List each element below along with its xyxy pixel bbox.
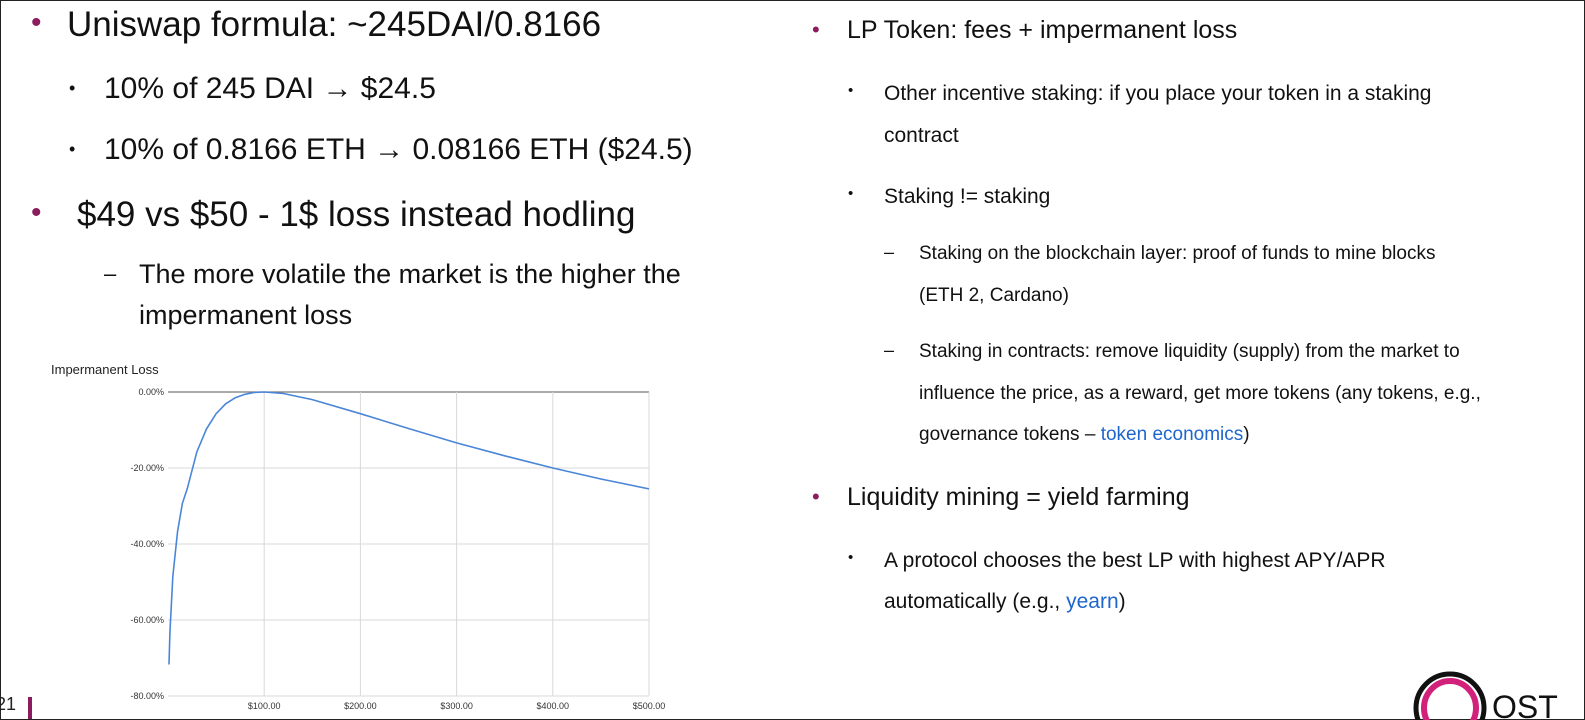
- impermanent-loss-line: [168, 391, 650, 665]
- bullet-icon: •: [812, 484, 820, 509]
- staking-blockchain-line1: Staking on the blockchain layer: proof o…: [919, 243, 1436, 264]
- bullet-liquidity-mining: Liquidity mining = yield farming: [847, 483, 1190, 511]
- bullet-lp-token: LP Token: fees + impermanent loss: [847, 16, 1238, 44]
- staking-contracts-line3: governance tokens – token economics): [919, 424, 1250, 446]
- x-tick-label: $300.00: [440, 701, 473, 711]
- bullet-loss: $49 vs $50 - 1$ loss instead hodling: [77, 195, 636, 234]
- staking-contracts-line3-text: governance tokens –: [919, 424, 1101, 445]
- x-tick-label: $500.00: [633, 701, 666, 711]
- y-tick-label: -40.00%: [130, 539, 164, 549]
- brand-logo: OST: [1413, 671, 1558, 720]
- x-tick-label: $100.00: [248, 701, 281, 711]
- y-tick-label: -20.00%: [130, 463, 164, 473]
- y-tick-label: -80.00%: [130, 691, 164, 701]
- sub-bullet-icon: •: [848, 82, 854, 99]
- token-economics-link[interactable]: token economics: [1100, 424, 1244, 445]
- dash-icon: –: [884, 242, 895, 262]
- protocol-choice-line2-text: automatically (e.g.,: [884, 590, 1067, 613]
- x-tick-label: $400.00: [537, 701, 570, 711]
- brand-logo-text: OST: [1492, 689, 1558, 720]
- closing-paren: ): [1243, 424, 1250, 445]
- protocol-choice-line2: automatically (e.g., yearn): [884, 590, 1126, 614]
- bullet-uniswap-formula: Uniswap formula: ~245DAI/0.8166: [67, 5, 602, 44]
- protocol-choice-line1: A protocol chooses the best LP with high…: [884, 549, 1386, 572]
- bullet-icon: •: [812, 17, 820, 42]
- x-tick-label: $200.00: [344, 701, 377, 711]
- page-number: 21: [0, 694, 17, 714]
- bullet-icon: •: [31, 6, 42, 39]
- staking-vs-staking: Staking != staking: [884, 185, 1051, 208]
- staking-contracts-line2: influence the price, as a reward, get mo…: [919, 383, 1481, 404]
- staking-blockchain-line2: (ETH 2, Cardano): [919, 285, 1069, 306]
- sub-bullet-icon: •: [848, 549, 854, 566]
- closing-paren: ): [1118, 590, 1126, 613]
- sub-bullet-icon: •: [69, 139, 76, 159]
- sub-bullet-icon: •: [848, 185, 854, 202]
- dash-icon: –: [884, 340, 895, 360]
- sub-bullet-eth: 10% of 0.8166 ETH → 0.08166 ETH ($24.5): [104, 133, 693, 166]
- staking-incentive-line1: Other incentive staking: if you place yo…: [884, 82, 1432, 105]
- y-tick-label: -60.00%: [130, 615, 164, 625]
- impermanent-loss-chart: Impermanent Loss 0.00% -20.00% -40.00% -60.…: [51, 362, 666, 711]
- bullet-icon: •: [31, 196, 42, 229]
- yearn-link[interactable]: yearn: [1066, 590, 1119, 613]
- staking-contracts-line1: Staking in contracts: remove liquidity (…: [919, 341, 1460, 362]
- volatility-note-line2: impermanent loss: [139, 300, 353, 330]
- chart-title: Impermanent Loss: [51, 362, 159, 377]
- sub-bullet-dai: 10% of 245 DAI → $24.5: [104, 72, 436, 105]
- page-accent-bar: [28, 697, 32, 719]
- y-tick-label: 0.00%: [138, 387, 164, 397]
- dash-icon: –: [104, 261, 117, 286]
- volatility-note-line1: The more volatile the market is the high…: [139, 259, 681, 289]
- sub-bullet-icon: •: [69, 78, 76, 98]
- staking-incentive-line2: contract: [884, 124, 959, 147]
